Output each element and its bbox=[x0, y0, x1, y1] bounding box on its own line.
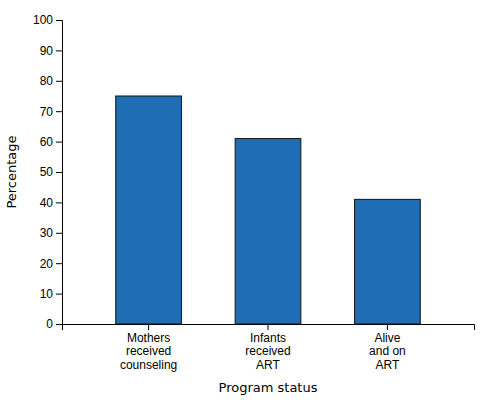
tick: 100 bbox=[33, 13, 62, 27]
tick-label: 70 bbox=[40, 105, 54, 119]
tick-mark bbox=[56, 81, 62, 82]
tick-label: InfantsreceivedART bbox=[245, 331, 290, 373]
tick-label: Mothersreceivedcounseling bbox=[120, 331, 177, 373]
axis-line bbox=[63, 325, 475, 331]
x-axis-title: Program status bbox=[219, 380, 318, 395]
tick-label: 50 bbox=[40, 165, 54, 179]
tick-mark bbox=[56, 172, 62, 173]
tick-mark bbox=[56, 324, 62, 325]
plot: 0 10 20 30 40 50 60 70 80 90 100 Mothersreceivedcou… bbox=[33, 13, 475, 372]
tick: InfantsreceivedART bbox=[245, 324, 290, 372]
bar bbox=[116, 96, 182, 324]
tick-mark bbox=[56, 111, 62, 112]
chart-container: 0 10 20 30 40 50 60 70 80 90 100 Mothersreceivedcou… bbox=[0, 0, 494, 416]
tick-mark bbox=[387, 324, 388, 330]
tick-mark bbox=[268, 324, 269, 330]
tick: 90 bbox=[40, 44, 62, 58]
tick: 20 bbox=[40, 257, 62, 271]
chart-svg: 0 10 20 30 40 50 60 70 80 90 100 Mothersreceivedcou… bbox=[0, 0, 494, 416]
tick-label: 40 bbox=[40, 196, 54, 210]
tick: 60 bbox=[40, 135, 62, 149]
tick-label: 10 bbox=[40, 287, 54, 301]
tick-mark bbox=[56, 233, 62, 234]
tick-label: 20 bbox=[40, 257, 54, 271]
tick: 10 bbox=[40, 287, 62, 301]
axis-line bbox=[56, 21, 63, 325]
tick: 70 bbox=[40, 105, 62, 119]
tick-label: 80 bbox=[40, 74, 54, 88]
tick: Aliveand onART bbox=[369, 324, 406, 372]
tick: 0 bbox=[46, 317, 62, 331]
tick-mark bbox=[56, 202, 62, 203]
tick-label: 60 bbox=[40, 135, 54, 149]
y-axis: 0 10 20 30 40 50 60 70 80 90 100 bbox=[33, 13, 63, 331]
bar bbox=[355, 199, 421, 324]
tick: 50 bbox=[40, 165, 62, 179]
tick-mark bbox=[56, 20, 62, 21]
tick-label: 30 bbox=[40, 226, 54, 240]
y-axis-title: Percentage bbox=[4, 135, 19, 208]
tick-label: Aliveand onART bbox=[369, 331, 406, 373]
x-axis: Mothersreceivedcounseling Infantsreceived… bbox=[63, 324, 475, 372]
tick-mark bbox=[56, 263, 62, 264]
tick-label: 0 bbox=[46, 317, 53, 331]
tick: 30 bbox=[40, 226, 62, 240]
tick: 40 bbox=[40, 196, 62, 210]
bars bbox=[116, 96, 421, 324]
tick: 80 bbox=[40, 74, 62, 88]
tick-mark bbox=[56, 142, 62, 143]
tick-label: 100 bbox=[33, 13, 53, 27]
tick-label: 90 bbox=[40, 44, 54, 58]
tick-mark bbox=[148, 324, 149, 330]
bar bbox=[235, 139, 301, 324]
tick-mark bbox=[56, 294, 62, 295]
tick: Mothersreceivedcounseling bbox=[120, 324, 177, 372]
tick-mark bbox=[56, 50, 62, 51]
